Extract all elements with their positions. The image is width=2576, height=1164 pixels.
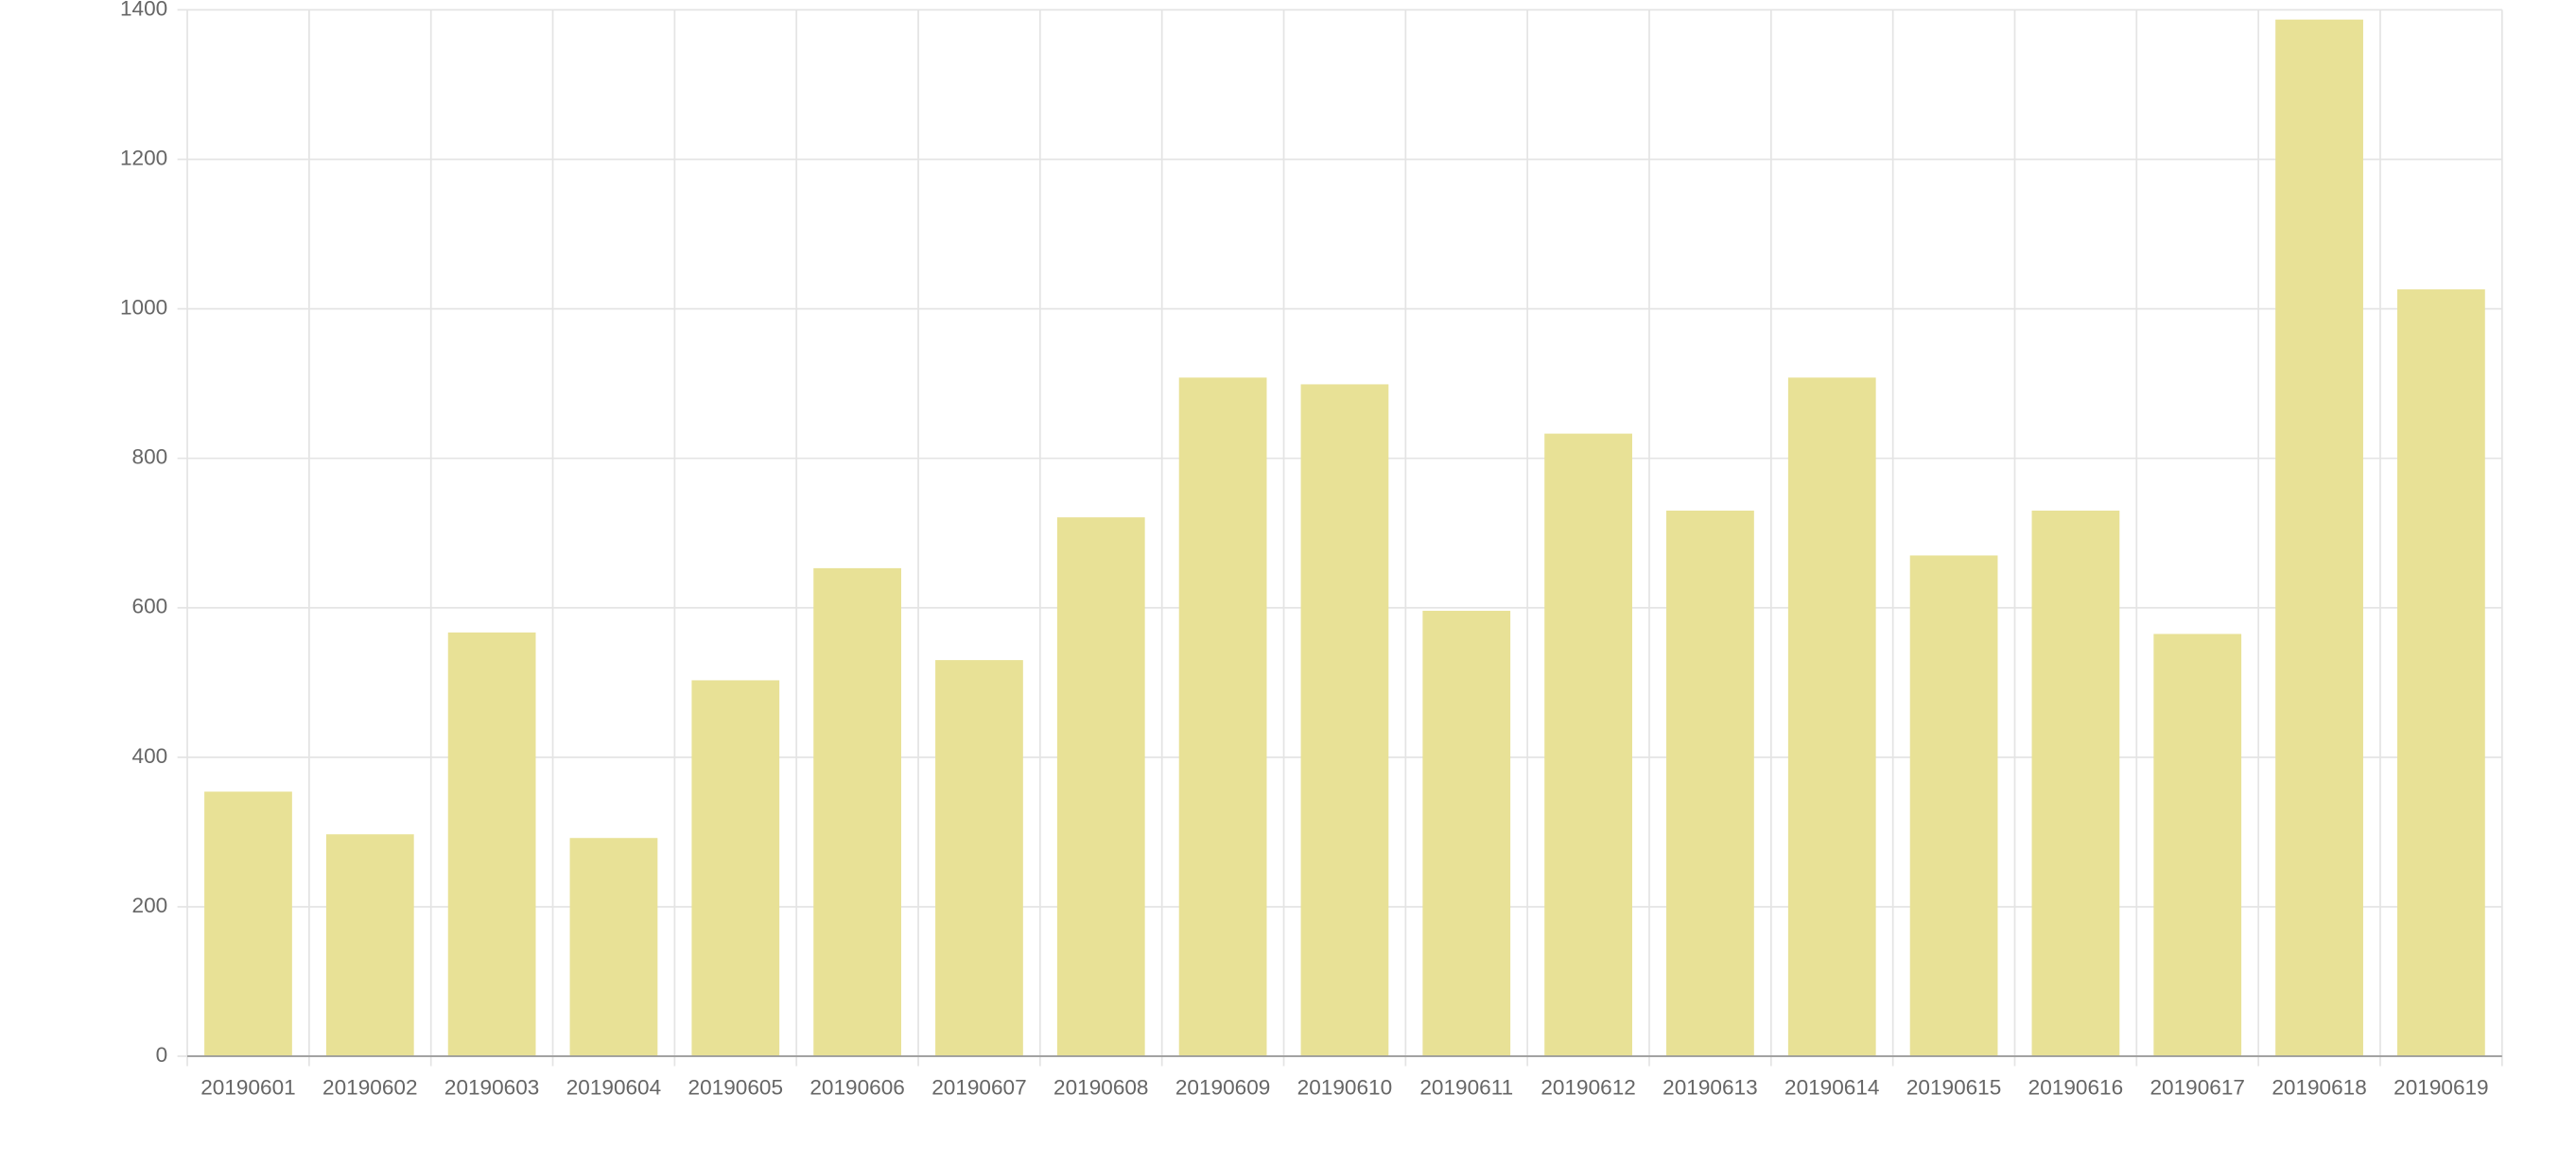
- bar: [1422, 610, 1511, 1057]
- bar: [569, 838, 658, 1057]
- bar: [691, 680, 780, 1057]
- bar: [2031, 511, 2120, 1057]
- x-tick-label: 20190609: [1175, 1076, 1270, 1100]
- bar: [1300, 384, 1389, 1057]
- x-tick-label: 20190607: [931, 1076, 1026, 1100]
- x-tick-label: 20190601: [200, 1076, 295, 1100]
- x-tick-label: 20190614: [1784, 1076, 1879, 1100]
- bar: [1178, 377, 1267, 1057]
- y-tick-label: 600: [132, 595, 168, 618]
- y-tick-label: 400: [132, 744, 168, 768]
- x-tick-label: 20190615: [1906, 1076, 2001, 1100]
- y-tick-label: 200: [132, 894, 168, 917]
- bar: [2275, 19, 2363, 1057]
- x-tick-label: 20190618: [2271, 1076, 2366, 1100]
- x-tick-label: 20190602: [322, 1076, 417, 1100]
- y-tick-label: 1200: [120, 146, 167, 169]
- x-tick-label: 20190616: [2028, 1076, 2123, 1100]
- bar: [1787, 377, 1876, 1057]
- bar: [325, 834, 414, 1057]
- x-tick-label: 20190619: [2393, 1076, 2488, 1100]
- bar: [2397, 289, 2485, 1057]
- x-tick-label: 20190608: [1053, 1076, 1148, 1100]
- x-tick-label: 20190603: [444, 1076, 539, 1100]
- bar: [935, 660, 1023, 1057]
- x-tick-label: 20190604: [566, 1076, 661, 1100]
- x-tick-label: 20190613: [1662, 1076, 1757, 1100]
- x-tick-label: 20190606: [809, 1076, 904, 1100]
- bar: [2153, 634, 2242, 1057]
- bar: [1666, 511, 1754, 1057]
- bar: [447, 632, 536, 1057]
- bar: [1056, 517, 1145, 1057]
- x-tick-label: 20190617: [2150, 1076, 2245, 1100]
- x-tick-label: 20190605: [688, 1076, 783, 1100]
- bar: [813, 567, 901, 1057]
- y-tick-label: 0: [156, 1043, 168, 1067]
- y-tick-label: 800: [132, 445, 168, 469]
- x-tick-label: 20190611: [1419, 1076, 1513, 1100]
- x-tick-label: 20190612: [1540, 1076, 1635, 1100]
- x-tick-label: 20190610: [1297, 1076, 1392, 1100]
- y-tick-label: 1000: [120, 296, 167, 320]
- bar: [204, 791, 292, 1057]
- bar: [1544, 433, 1632, 1057]
- bar: [1909, 555, 1998, 1057]
- y-tick-label: 1400: [120, 0, 167, 20]
